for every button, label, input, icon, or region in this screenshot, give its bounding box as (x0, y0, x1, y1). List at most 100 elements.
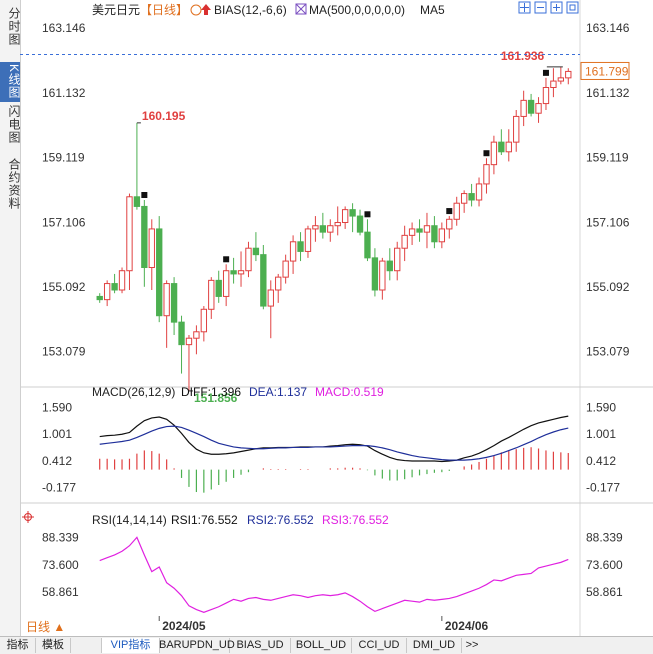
candle (126, 196, 133, 272)
tab-dmi-ud[interactable]: DMI_UD (407, 638, 462, 653)
candle (312, 225, 319, 230)
candle (215, 279, 222, 297)
period-circle-icon[interactable] (190, 4, 202, 16)
candle (96, 295, 103, 301)
rsi-y-tick: 73.600 (586, 558, 623, 572)
move-icon[interactable] (518, 1, 531, 14)
candle (237, 270, 245, 275)
x-tick-label: 2024/05 (162, 619, 206, 633)
candle (133, 196, 141, 207)
candle (364, 231, 371, 259)
rsi2-value: RSI2:76.552 (247, 513, 314, 527)
x-tick-label: 2024/06 (445, 619, 489, 633)
ma-checkbox-cross2 (295, 3, 307, 15)
candle (156, 228, 163, 317)
tab-contract-info[interactable]: 合约资料 (7, 158, 21, 210)
tab-cci-ud[interactable]: CCI_UD (352, 638, 407, 653)
candle (394, 247, 401, 272)
candle (520, 99, 527, 117)
fullscreen-icon-inner (569, 4, 576, 11)
period-high-label: 160.195 (142, 109, 186, 123)
candle (334, 222, 341, 227)
price-y-tick: 155.092 (586, 280, 630, 294)
candle (200, 308, 208, 333)
candle (498, 141, 505, 153)
price-y-tick: 159.119 (586, 151, 629, 165)
candle (460, 193, 468, 204)
candle (423, 225, 431, 233)
candle (252, 247, 260, 256)
pin-icon[interactable] (201, 4, 211, 15)
candle (371, 257, 379, 291)
candle (416, 228, 423, 233)
macd-y-tick-left: 1.590 (42, 401, 72, 415)
macd-y-tick-left: -0.177 (42, 481, 76, 495)
price-y-tick-left: 155.092 (42, 280, 86, 294)
signal-marker (446, 208, 453, 215)
candle (230, 270, 237, 275)
macd-dea-value: DEA:1.137 (249, 385, 307, 399)
candle (267, 289, 274, 307)
ma5-label: MA5 (420, 3, 445, 17)
tab-templates[interactable]: 模板 (36, 638, 71, 653)
signal-marker (542, 69, 549, 76)
last-price-tag (580, 61, 630, 80)
zoom-in-icon[interactable] (550, 1, 563, 14)
period-selector[interactable]: 日线 ▲ (22, 619, 74, 635)
tab-boll-ud[interactable]: BOLL_UD (291, 638, 352, 653)
candle (282, 260, 289, 278)
period-selector-label: 日线 (26, 620, 51, 634)
tab-flash-chart[interactable]: 闪电图 (7, 104, 21, 144)
candle (356, 215, 364, 233)
ma-checkbox-icon[interactable] (295, 3, 307, 15)
candle (118, 270, 126, 291)
price-y-tick: 163.146 (586, 21, 630, 35)
candle (327, 225, 334, 233)
price-y-tick: 161.132 (586, 86, 630, 100)
more-tabs-button[interactable]: >> (465, 639, 479, 651)
candle (379, 260, 386, 291)
price-y-tick: 153.079 (586, 345, 630, 359)
fullscreen-icon[interactable] (566, 1, 579, 14)
candle (513, 115, 520, 143)
tab-kline[interactable]: K线图 (0, 62, 21, 102)
signal-marker (364, 211, 371, 218)
tab-barupdn-ud[interactable]: BARUPDN_UD (159, 638, 235, 653)
tab-timeshare[interactable]: 分时图 (7, 6, 21, 46)
candle (185, 337, 193, 346)
macd-dea-line (99, 425, 569, 461)
macd-y-tick-left: 1.001 (42, 427, 72, 441)
ma-label: MA(500,0,0,0,0,0) (309, 3, 405, 17)
price-y-tick-left: 153.079 (42, 345, 86, 359)
crosshair-icon[interactable] (22, 511, 34, 523)
period-tag[interactable]: 【日线】 (140, 3, 188, 17)
signal-marker (483, 150, 490, 157)
candle (170, 283, 178, 323)
candle (349, 209, 356, 217)
zoom-out-icon[interactable] (534, 1, 547, 14)
candle (565, 70, 572, 79)
candle (438, 228, 446, 243)
macd-y-tick: 1.590 (586, 401, 616, 415)
tab-bias-ud[interactable]: BIAS_UD (230, 638, 291, 653)
candle (490, 141, 498, 166)
candle (141, 205, 148, 269)
macd-diff-value: DIFF:1.396 (181, 385, 241, 399)
candle (222, 270, 230, 297)
candle (297, 241, 304, 252)
rsi-y-tick: 58.861 (586, 585, 623, 599)
candle (260, 254, 267, 307)
candle (550, 80, 557, 88)
rsi-line (99, 536, 569, 613)
recent-high-label: 161.936 (501, 49, 545, 63)
tab-indicators[interactable]: 指标 (0, 638, 36, 653)
tab-vip-indicators[interactable]: VIP指标 (101, 638, 160, 653)
macd-y-tick-left: 0.412 (42, 454, 72, 468)
bottom-toolbar: 指标 模板 VIP指标 BARUPDN_UD BIAS_UD BOLL_UD C… (0, 636, 653, 654)
period-low-label: 151.856 (194, 391, 238, 405)
symbol-name: 美元日元 (92, 3, 140, 17)
candle (468, 193, 475, 201)
window-controls (518, 1, 579, 14)
candle (453, 202, 460, 220)
